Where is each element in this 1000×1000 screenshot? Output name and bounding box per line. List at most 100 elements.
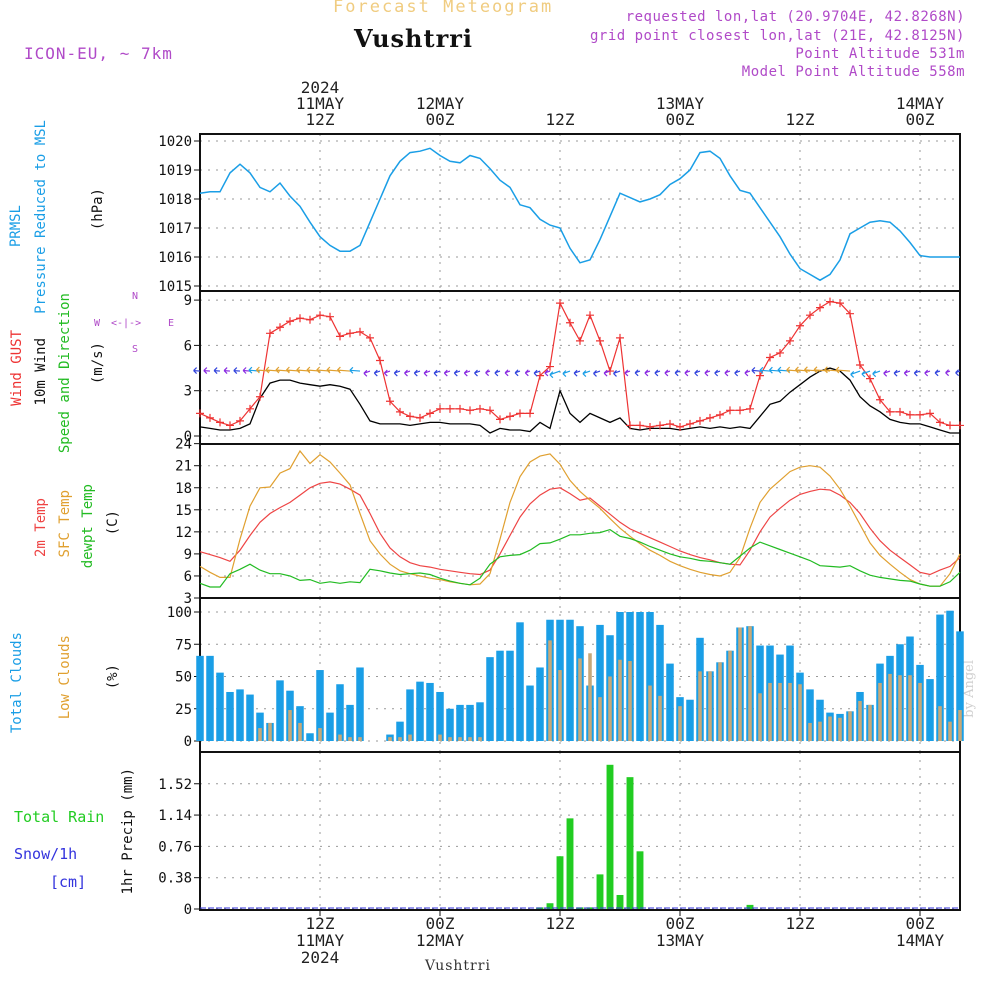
wind-direction-icon (363, 369, 371, 377)
time-label-line: 2024 (300, 78, 340, 97)
y-tick-label: 9 (184, 293, 192, 309)
rain-bar (746, 904, 754, 909)
total-cloud-bar (356, 667, 364, 741)
series-gust (199, 300, 960, 428)
gust-point (816, 303, 824, 312)
y-tick-label: 12 (175, 525, 192, 541)
gust-point (766, 353, 774, 362)
snow-label: Snow/1h (14, 845, 78, 863)
wind-direction-icon (582, 370, 591, 378)
low-cloud-bar (828, 716, 832, 741)
time-label-line: 12Z (545, 914, 575, 933)
total-cloud-bar (406, 689, 414, 741)
wind-direction-icon (514, 369, 521, 377)
wind-direction-icon (924, 369, 931, 377)
wind-direction-icon (955, 369, 961, 377)
time-label-line: 12Z (785, 914, 815, 933)
y-tick-label: 0 (184, 902, 192, 918)
gust-point (786, 336, 794, 345)
wind-direction-icon (850, 370, 861, 378)
low-cloud-bar (918, 682, 922, 741)
time-label-line: 00Z (425, 914, 455, 933)
gust-point (356, 327, 364, 336)
y-tick-label: 1017 (158, 221, 192, 237)
gust-point (366, 333, 374, 342)
gust-point (346, 329, 354, 338)
time-label: 12Z (520, 915, 600, 932)
y-tick-label: 0.38 (158, 871, 192, 887)
time-label-line: 00Z (905, 914, 935, 933)
low-cloud-bar (408, 734, 412, 741)
low-cloud-bar (558, 670, 562, 741)
gust-point (746, 404, 754, 413)
gust-point (276, 323, 284, 332)
low-cloud-bar (878, 682, 882, 741)
y-tick-label: 18 (175, 481, 192, 497)
gust-point (476, 404, 484, 413)
wind-direction-icon (751, 366, 761, 374)
low-cloud-bar (388, 737, 392, 741)
wind-direction-icon (903, 369, 911, 377)
gust-point (846, 309, 854, 318)
wind-direction-icon (883, 369, 891, 377)
total-cloud-bar (226, 691, 234, 741)
low-cloud-bar (318, 728, 322, 741)
time-label-line: 11MAY (295, 94, 345, 113)
gust-point (436, 404, 444, 413)
low-cloud-bar (398, 737, 402, 741)
time-label-line: 12MAY (415, 931, 465, 950)
panel-frame-temp (199, 443, 961, 599)
low-cloud-bar (608, 676, 612, 741)
low-cloud-bar (548, 640, 552, 741)
total-cloud-bar (636, 612, 644, 741)
y-tick-label: 25 (175, 702, 192, 718)
gust-point (896, 407, 904, 416)
time-label: 00Z 12MAY (400, 915, 480, 949)
wind-direction-icon (893, 369, 901, 377)
low-cloud-bar (358, 737, 362, 741)
time-label-line: 14MAY (895, 94, 945, 113)
total-cloud-bar (656, 624, 664, 741)
gust-point (926, 409, 934, 418)
total-cloud-bar (316, 670, 324, 741)
wind-direction-icon (383, 369, 391, 377)
point-altitude: Point Altitude 531m (795, 46, 965, 62)
wind-direction-icon (474, 369, 481, 377)
low-cloud-bar (438, 734, 442, 741)
y-tick-label: 1016 (158, 250, 192, 266)
wind-direction-icon (786, 366, 801, 374)
time-label: 00Z 13MAY (640, 915, 720, 949)
rain-bar (626, 777, 634, 909)
wind-direction-icon (463, 369, 471, 377)
model-altitude: Model Point Altitude 558m (741, 64, 965, 80)
y-tick-label: 0 (184, 734, 192, 750)
time-label-line: 00Z (665, 110, 695, 129)
low-cloud-bar (808, 722, 812, 741)
total-cloud-bar (436, 691, 444, 741)
y-tick-label: 1018 (158, 192, 192, 208)
wind-direction-icon (724, 369, 731, 377)
panel-frame-pressure (199, 133, 961, 292)
total-cloud-bar (516, 622, 524, 741)
wind-direction-icon (759, 366, 771, 374)
gust-point (696, 416, 704, 425)
time-label: 12Z (760, 915, 840, 932)
wind-direction-icon (562, 370, 571, 378)
gridpoint-coords: grid point closest lon,lat (21E, 42.8125… (589, 28, 965, 44)
wind-direction-icon (255, 366, 271, 374)
gust-point (266, 329, 274, 338)
y-tick-label: 1015 (158, 279, 192, 295)
gust-point (406, 412, 414, 421)
y-tick-label: 1.52 (158, 777, 192, 793)
time-label: 14MAY 00Z (880, 96, 960, 128)
low-cloud-bar (868, 704, 872, 741)
time-label: 12Z (520, 112, 600, 128)
rain-bar (636, 851, 644, 909)
gust-point (756, 371, 764, 380)
gust-point (396, 407, 404, 416)
wind-direction-icon (524, 369, 531, 377)
low-cloud-bar (588, 653, 592, 741)
total-cloud-bar (566, 619, 574, 741)
y-tick-label: 3 (184, 384, 192, 400)
low-cloud-bar (818, 721, 822, 741)
